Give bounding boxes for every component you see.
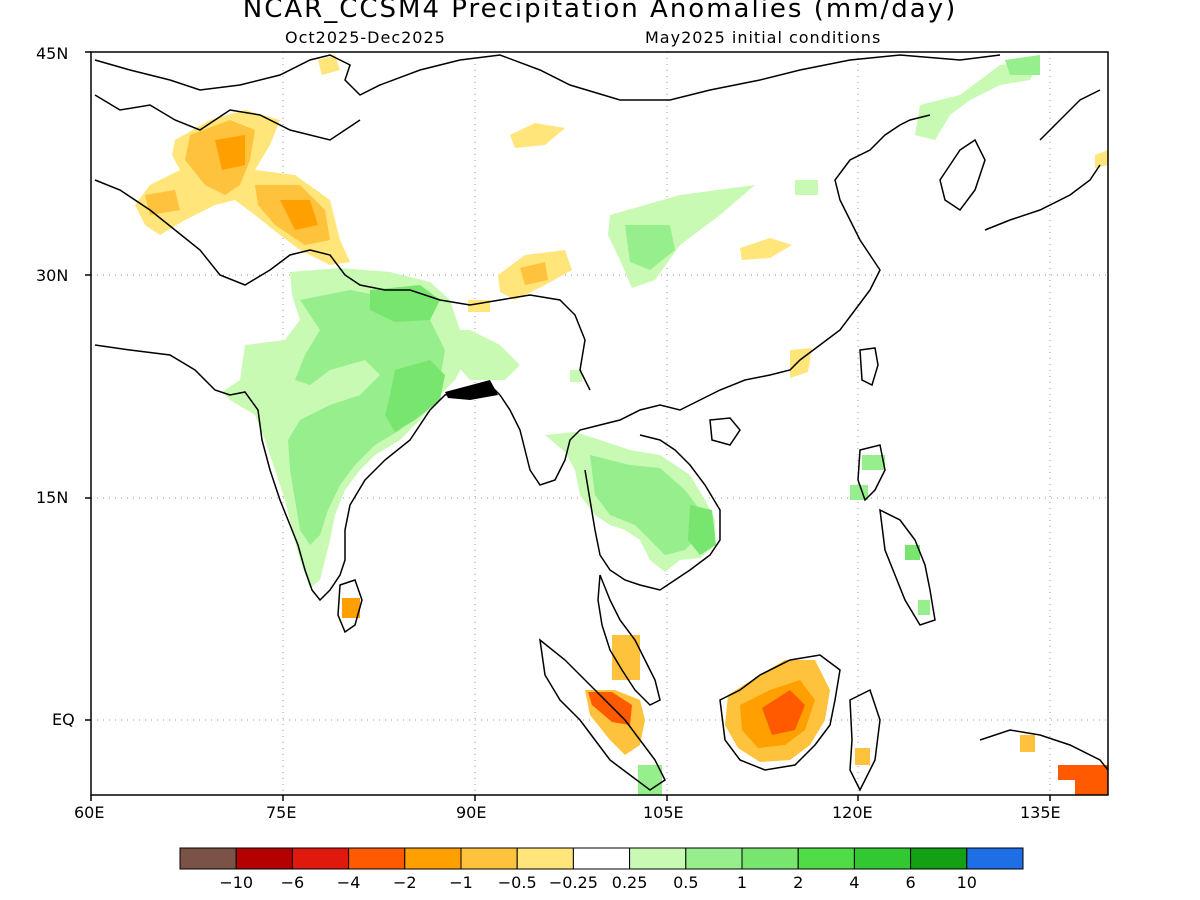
colorbar-swatch bbox=[741, 847, 799, 870]
map-title: NCAR_CCSM4 Precipitation Anomalies (mm/d… bbox=[242, 0, 958, 24]
colorbar-swatch bbox=[291, 847, 350, 870]
colorbar-tick-label: −1 bbox=[449, 873, 473, 892]
colorbar-legend: −10 −6 −4 −2 −1 −0.5 −0.25 0.25 0.5 1 2 4 6 10 bbox=[179, 847, 1024, 892]
map-ticks bbox=[85, 51, 1051, 801]
colorbar-swatch bbox=[853, 847, 912, 870]
colorbar-swatch bbox=[404, 847, 462, 870]
colorbar-swatch bbox=[629, 847, 687, 870]
colorbar-tick-label: −4 bbox=[337, 873, 361, 892]
colorbar-tick-label: 4 bbox=[849, 873, 859, 892]
colorbar-swatch bbox=[572, 847, 631, 870]
colorbar-swatch bbox=[235, 847, 293, 870]
colorbar-swatch bbox=[348, 847, 406, 870]
colorbar-tick-label: −6 bbox=[281, 873, 305, 892]
lat-label-15n: 15N bbox=[36, 488, 69, 507]
colorbar-tick-label: −0.25 bbox=[549, 873, 598, 892]
lon-label-135e: 135E bbox=[1020, 803, 1061, 822]
colorbar-swatch bbox=[910, 847, 968, 870]
colorbar-swatch bbox=[460, 847, 518, 870]
coastlines bbox=[94, 54, 1109, 792]
colorbar-swatch bbox=[179, 847, 237, 870]
colorbar-swatch bbox=[966, 847, 1024, 870]
lon-label-90e: 90E bbox=[456, 803, 487, 822]
colorbar-tick-label: 10 bbox=[957, 873, 977, 892]
colorbar-swatch bbox=[516, 847, 574, 870]
lon-label-60e: 60E bbox=[74, 803, 105, 822]
lat-label-eq: EQ bbox=[52, 710, 75, 729]
colorbar-swatch bbox=[685, 847, 743, 870]
initial-conditions: May2025 initial conditions bbox=[645, 28, 882, 47]
colorbar-tick-label: 1 bbox=[737, 873, 747, 892]
lon-label-105e: 105E bbox=[643, 803, 684, 822]
colorbar-tick-label: 2 bbox=[793, 873, 803, 892]
colorbar-tick-label: 6 bbox=[906, 873, 916, 892]
colorbar-tick-label: −2 bbox=[393, 873, 417, 892]
lat-label-30n: 30N bbox=[36, 266, 69, 285]
lon-label-120e: 120E bbox=[832, 803, 873, 822]
dry-anomalies bbox=[135, 55, 1108, 795]
colorbar-tick-label: 0.25 bbox=[612, 873, 648, 892]
lat-label-45n: 45N bbox=[36, 44, 69, 63]
forecast-period: Oct2025-Dec2025 bbox=[285, 28, 446, 47]
ganges-delta-coast bbox=[445, 380, 498, 400]
colorbar-tick-label: −0.5 bbox=[498, 873, 537, 892]
lon-label-75e: 75E bbox=[266, 803, 297, 822]
wet-anomalies bbox=[222, 55, 1040, 795]
colorbar-swatch bbox=[797, 847, 855, 870]
colorbar-tick-label: 0.5 bbox=[673, 873, 698, 892]
colorbar-tick-label: −10 bbox=[219, 873, 253, 892]
map-frame bbox=[90, 51, 1109, 796]
